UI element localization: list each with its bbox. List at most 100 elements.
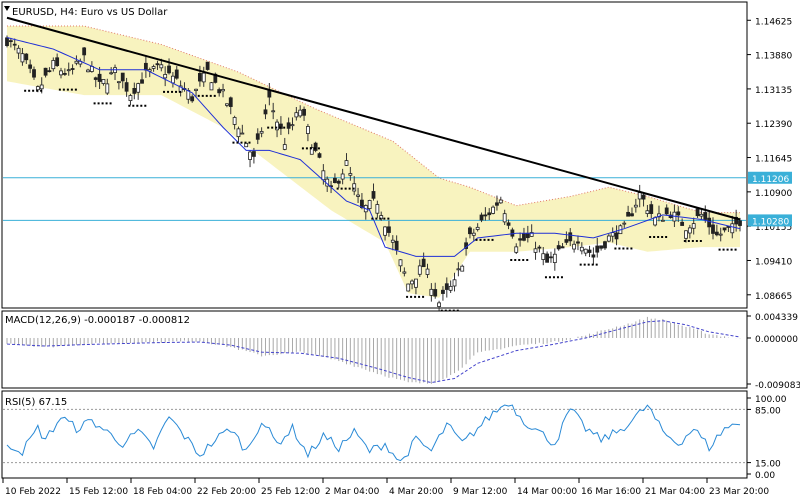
candle (255, 128, 260, 145)
candle (124, 77, 129, 97)
candle (105, 78, 110, 95)
candle (259, 127, 264, 138)
candle (313, 141, 318, 153)
candle (448, 280, 453, 294)
candle (59, 67, 63, 79)
price-tick-label: 1.08665 (755, 292, 792, 302)
candle (24, 53, 29, 64)
candle (510, 227, 515, 239)
candle (410, 279, 414, 290)
level-label-bg (748, 171, 792, 184)
candle (248, 150, 252, 168)
macd-panel: MACD(12,26,9) -0.000187 -0.000812 0.0043… (1, 310, 800, 391)
rsi-title: RSI(5) 67.15 (5, 397, 67, 408)
candle (433, 282, 438, 299)
candle (711, 217, 715, 240)
candle (228, 96, 233, 115)
candle (599, 245, 604, 251)
candle (502, 209, 507, 226)
candle (475, 223, 480, 232)
candle (82, 47, 87, 62)
rsi-panel-frame (1, 390, 748, 479)
candle (514, 243, 519, 255)
candle (518, 232, 522, 247)
candle (722, 227, 727, 233)
candle (614, 225, 619, 246)
time-tick-label: 14 Mar 00:00 (517, 487, 577, 497)
price-panel: EURUSD, H4: Euro vs US Dollar 1.146251.1… (1, 1, 792, 314)
level-label: 1.10280 (752, 217, 789, 227)
candle (344, 153, 349, 166)
candle (738, 217, 742, 232)
candle (452, 272, 457, 292)
macd-plot-area[interactable] (6, 316, 741, 384)
candle (394, 235, 399, 255)
price-tick-label: 1.09410 (755, 257, 792, 267)
candle (47, 67, 52, 73)
price-tick-label: 1.10900 (755, 189, 792, 199)
rsi-tick-label: 0.00 (755, 471, 775, 481)
candle (20, 48, 25, 66)
candle (556, 240, 561, 251)
candle (583, 248, 588, 257)
candle (444, 277, 449, 298)
candle (336, 179, 341, 189)
candle (282, 137, 287, 151)
rsi-plot-area[interactable] (3, 404, 746, 464)
candle (633, 198, 638, 213)
candle (197, 65, 202, 87)
candle (664, 204, 669, 216)
candle (151, 64, 156, 72)
candle (109, 67, 114, 75)
candle (28, 59, 33, 74)
price-tick-label: 1.13135 (755, 86, 792, 96)
rsi-tick-label: 85.00 (755, 406, 781, 416)
candle (471, 228, 476, 242)
candle (286, 117, 291, 135)
candle (429, 283, 434, 302)
candle (294, 107, 299, 121)
candle (606, 233, 611, 243)
candle (97, 66, 102, 90)
candle (479, 212, 484, 223)
candle (622, 220, 627, 228)
candle (468, 226, 472, 239)
candle (529, 224, 534, 237)
candle (375, 200, 380, 218)
candle (591, 247, 596, 265)
time-tick-label: 18 Feb 04:00 (133, 487, 192, 497)
candle (221, 83, 225, 98)
candle (205, 61, 210, 71)
candle (537, 245, 542, 253)
candle (390, 235, 395, 251)
candle (718, 227, 723, 242)
price-tick-label: 1.10155 (755, 223, 792, 233)
candle (8, 37, 13, 48)
candle (302, 106, 306, 121)
candle (691, 217, 696, 235)
time-axis: 10 Feb 2022 15 Feb 12:00 18 Feb 04:00 22 Fe… (2, 478, 769, 497)
macd-signal-line (6, 320, 741, 384)
time-tick-label: 9 Mar 12:00 (453, 487, 508, 497)
candle (367, 199, 372, 211)
level-label: 1.11206 (752, 175, 789, 185)
collapse-triangle-icon[interactable] (4, 6, 10, 11)
price-plot-area[interactable] (3, 16, 746, 314)
candle (441, 286, 445, 301)
time-tick-label: 10 Feb 2022 (5, 487, 61, 497)
price-tick-label: 1.12390 (755, 120, 792, 130)
candle (383, 226, 387, 241)
candle (506, 219, 511, 230)
time-tick-label: 23 Mar 20:00 (709, 487, 769, 497)
trendline (6, 16, 741, 221)
candle (120, 72, 125, 89)
candle (552, 248, 557, 271)
candle (190, 94, 195, 103)
rsi-tick-label: 15.00 (755, 460, 781, 470)
candle (387, 220, 391, 237)
candle (116, 81, 121, 90)
candle (564, 231, 569, 245)
rsi-line (6, 404, 741, 462)
ichimoku-cloud (7, 26, 740, 298)
